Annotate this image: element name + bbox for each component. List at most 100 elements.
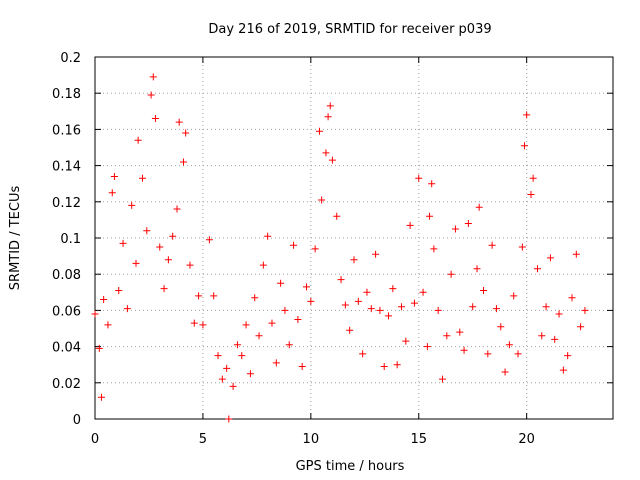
data-point: [123, 305, 131, 313]
data-point: [568, 294, 576, 302]
data-point: [214, 352, 222, 360]
data-point: [460, 346, 468, 354]
x-tick-label: 15: [410, 432, 427, 447]
data-point: [430, 245, 438, 253]
data-point: [363, 288, 371, 296]
y-tick-label: 0.08: [52, 268, 81, 283]
data-point: [529, 174, 537, 182]
data-point: [542, 303, 550, 311]
data-point: [438, 375, 446, 383]
data-point: [160, 285, 168, 293]
data-point: [149, 73, 157, 81]
y-tick-label: 0.1: [60, 232, 81, 247]
data-point: [138, 174, 146, 182]
data-point: [428, 180, 436, 188]
y-tick-label: 0.14: [52, 160, 81, 175]
data-point: [367, 305, 375, 313]
chart-title: Day 216 of 2019, SRMTID for receiver p03…: [208, 22, 491, 37]
x-tick-label: 20: [518, 432, 535, 447]
data-point: [91, 310, 99, 318]
data-point: [281, 306, 289, 314]
data-point: [350, 256, 358, 264]
data-point: [434, 306, 442, 314]
data-point: [318, 196, 326, 204]
data-point: [182, 129, 190, 137]
data-point: [518, 243, 526, 251]
data-point: [380, 363, 388, 371]
data-point: [169, 232, 177, 240]
data-point: [473, 265, 481, 273]
data-point: [264, 232, 272, 240]
data-point: [443, 332, 451, 340]
data-point: [581, 306, 589, 314]
data-point: [218, 375, 226, 383]
data-point: [95, 344, 103, 352]
data-point: [233, 341, 241, 349]
data-point: [497, 323, 505, 331]
data-point: [328, 156, 336, 164]
data-point: [389, 285, 397, 293]
data-point: [179, 158, 187, 166]
data-point: [259, 261, 267, 269]
data-point: [324, 113, 332, 121]
y-tick-label: 0.02: [52, 377, 81, 392]
data-point: [326, 102, 334, 110]
data-point: [376, 306, 384, 314]
data-point: [175, 118, 183, 126]
data-point: [514, 350, 522, 358]
data-point: [564, 352, 572, 360]
x-tick-label: 0: [91, 432, 99, 447]
data-point: [333, 212, 341, 220]
data-point: [385, 312, 393, 320]
data-point: [307, 297, 315, 305]
x-tick-label: 5: [199, 432, 207, 447]
data-point: [195, 292, 203, 300]
data-point: [415, 174, 423, 182]
data-point: [143, 227, 151, 235]
y-tick-label: 0.2: [60, 51, 81, 66]
x-axis-label: GPS time / hours: [296, 459, 405, 474]
data-point: [551, 335, 559, 343]
data-point: [402, 337, 410, 345]
data-point: [527, 191, 535, 199]
data-point: [372, 250, 380, 258]
data-point: [341, 301, 349, 309]
data-point: [492, 305, 500, 313]
data-point: [426, 212, 434, 220]
data-point: [533, 265, 541, 273]
data-point: [164, 256, 172, 264]
data-point: [469, 303, 477, 311]
data-point: [147, 91, 155, 99]
data-point: [410, 299, 418, 307]
data-point: [354, 297, 362, 305]
y-tick-label: 0.06: [52, 304, 81, 319]
data-point: [406, 221, 414, 229]
data-point: [501, 368, 509, 376]
data-point: [186, 261, 194, 269]
data-point: [572, 250, 580, 258]
data-point: [205, 236, 213, 244]
y-tick-label: 0.04: [52, 341, 81, 356]
data-point: [238, 352, 246, 360]
data-point: [242, 321, 250, 329]
y-tick-label: 0.18: [52, 87, 81, 102]
data-point: [132, 259, 140, 267]
data-point: [484, 350, 492, 358]
data-point: [268, 319, 276, 327]
y-axis-label: SRMTID / TECUs: [8, 186, 23, 291]
x-tick-label: 10: [303, 432, 320, 447]
data-point: [110, 172, 118, 180]
data-point: [555, 310, 563, 318]
data-point: [134, 136, 142, 144]
data-point: [199, 321, 207, 329]
data-point: [251, 294, 259, 302]
data-point: [115, 286, 123, 294]
data-point: [173, 205, 181, 213]
data-point: [277, 279, 285, 287]
data-point: [151, 115, 159, 123]
data-point: [359, 350, 367, 358]
data-point: [480, 286, 487, 294]
data-point: [298, 363, 306, 371]
data-point: [456, 328, 464, 336]
data-point: [119, 239, 127, 247]
